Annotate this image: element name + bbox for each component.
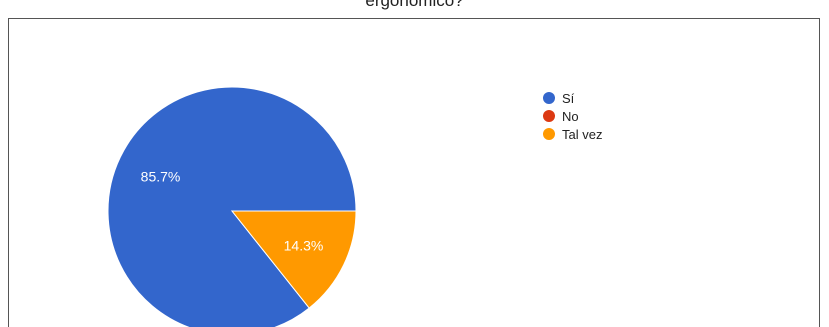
legend: Sí No Tal vez — [543, 91, 602, 142]
legend-label-tal-vez: Tal vez — [562, 127, 602, 142]
legend-marker-s — [543, 92, 555, 104]
chart-title: ergonómico? — [365, 0, 464, 10]
legend-marker-tal-vez — [543, 128, 555, 140]
pie-slices — [107, 86, 357, 327]
slice-label-tal-vez: 14.3% — [284, 237, 324, 253]
legend-label-no: No — [562, 109, 579, 124]
legend-label-s: Sí — [562, 91, 575, 106]
chart-frame — [8, 18, 820, 327]
pie-slice-s — [107, 86, 357, 327]
legend-marker-no — [543, 110, 555, 122]
slice-label-s: 85.7% — [141, 169, 181, 185]
slice-labels: 85.7% 14.3% — [141, 169, 324, 254]
pie-slice-tal-vez — [230, 210, 357, 309]
